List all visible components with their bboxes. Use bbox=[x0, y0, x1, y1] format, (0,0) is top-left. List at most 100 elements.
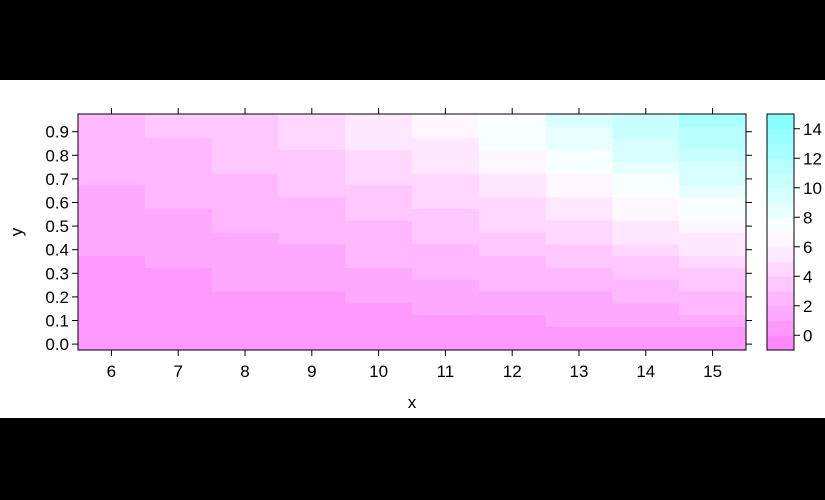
colorbar-swatch bbox=[767, 320, 794, 336]
colorbar-swatch bbox=[767, 187, 794, 204]
heatmap-cell bbox=[412, 279, 480, 292]
heatmap-cell bbox=[412, 208, 480, 221]
heatmap-cell bbox=[612, 302, 680, 316]
heatmap-cell bbox=[345, 184, 413, 198]
heatmap-cell bbox=[478, 149, 547, 162]
heatmap-cell bbox=[612, 326, 680, 339]
y-axis: 0.0 0.1 0.2 0.3 0.4 0.5 0.6 0.7 0.8 0.9 bbox=[45, 123, 752, 354]
heatmap-cell bbox=[78, 255, 146, 268]
heatmap-cell bbox=[679, 255, 747, 268]
heatmap-cell bbox=[478, 196, 547, 209]
heatmap-cell bbox=[78, 243, 146, 257]
heatmap-cell bbox=[545, 279, 613, 292]
heatmap-cell bbox=[78, 149, 146, 162]
heatmap-cell bbox=[144, 255, 213, 268]
x-axis-label: x bbox=[408, 393, 417, 412]
heatmap-cell bbox=[345, 267, 413, 280]
heatmap-cell bbox=[278, 220, 346, 233]
heatmap-cell bbox=[545, 255, 613, 268]
heatmap-cell bbox=[144, 125, 213, 139]
heatmap-cell bbox=[478, 267, 547, 280]
heatmap-cell bbox=[412, 196, 480, 209]
heatmap-cell bbox=[478, 114, 547, 127]
heatmap-cell bbox=[612, 161, 680, 174]
heatmap-cell bbox=[545, 149, 613, 162]
heatmap-cell bbox=[412, 338, 480, 351]
x-tick-label: 6 bbox=[107, 362, 116, 381]
heatmap-cell bbox=[78, 279, 146, 292]
colorbar-swatch bbox=[767, 335, 794, 351]
heatmap-cell bbox=[545, 125, 613, 139]
heatmap-cell bbox=[78, 220, 146, 233]
heatmap-cell bbox=[679, 279, 747, 292]
heatmap-cell bbox=[78, 338, 146, 351]
heatmap-cell bbox=[278, 291, 346, 304]
heatmap-cell bbox=[612, 267, 680, 280]
heatmap-cell bbox=[345, 291, 413, 304]
heatmap-cell bbox=[144, 326, 213, 339]
x-tick-label: 9 bbox=[307, 362, 316, 381]
heatmap-cell bbox=[478, 338, 547, 351]
heatmap-cell bbox=[545, 173, 613, 186]
heatmap-cell bbox=[278, 196, 346, 209]
heatmap-cell bbox=[679, 338, 747, 351]
heatmap-cell bbox=[211, 302, 279, 316]
heatmap-cell bbox=[211, 196, 279, 209]
heatmap-cell bbox=[345, 255, 413, 268]
heatmap-cell bbox=[345, 196, 413, 209]
heatmap-cell bbox=[478, 184, 547, 198]
heatmap-cell bbox=[211, 149, 279, 162]
heatmap-cell bbox=[345, 279, 413, 292]
heatmap-cell bbox=[545, 208, 613, 221]
heatmap-cell bbox=[278, 314, 346, 327]
heatmap-cell bbox=[679, 302, 747, 316]
heatmap-cell bbox=[144, 232, 213, 245]
heatmap-cell bbox=[211, 279, 279, 292]
heatmap-cell bbox=[78, 208, 146, 221]
heatmap-cell bbox=[545, 243, 613, 257]
heatmap-cell bbox=[144, 338, 213, 351]
heatmap-cell bbox=[545, 114, 613, 127]
x-tick-label: 15 bbox=[703, 362, 722, 381]
heatmap-cell bbox=[478, 208, 547, 221]
colorbar-swatch bbox=[767, 261, 794, 277]
heatmap-cell bbox=[78, 302, 146, 316]
heatmap-cell bbox=[78, 173, 146, 186]
colorbar-border bbox=[766, 113, 795, 351]
heatmap-cell bbox=[345, 114, 413, 127]
heatmap-cell bbox=[345, 232, 413, 245]
colorbar bbox=[767, 114, 794, 351]
heatmap-cell bbox=[679, 149, 747, 162]
heatmap-cell bbox=[612, 184, 680, 198]
heatmap-cell bbox=[679, 326, 747, 339]
heatmap-cell bbox=[478, 243, 547, 257]
colorbar-swatch bbox=[767, 158, 794, 174]
heatmap-cell bbox=[545, 302, 613, 316]
heatmap-cell bbox=[612, 338, 680, 351]
heatmap-cell bbox=[345, 137, 413, 150]
heatmap-cell bbox=[78, 314, 146, 327]
heatmap-cell bbox=[278, 302, 346, 316]
heatmap-cell bbox=[412, 302, 480, 316]
heatmap-cell bbox=[679, 232, 747, 245]
colorbar-tick-label: 6 bbox=[803, 238, 812, 257]
heatmap-cell bbox=[612, 314, 680, 327]
heatmap-cell bbox=[612, 208, 680, 221]
heatmap-cell bbox=[211, 161, 279, 174]
heatmap-cell bbox=[612, 137, 680, 150]
heatmap-cell bbox=[345, 243, 413, 257]
heatmap-cell bbox=[679, 208, 747, 221]
heatmap-cell bbox=[545, 232, 613, 245]
heatmap-cell bbox=[144, 243, 213, 257]
y-tick-label: 0.0 bbox=[45, 335, 69, 354]
heatmap-cell bbox=[612, 114, 680, 127]
heatmap-cell bbox=[144, 291, 213, 304]
heatmap-cell bbox=[679, 220, 747, 233]
heatmap-cell bbox=[545, 291, 613, 304]
heatmap-cell bbox=[478, 314, 547, 327]
heatmap-cell bbox=[278, 338, 346, 351]
heatmap-cell bbox=[211, 114, 279, 127]
heatmap-cell bbox=[78, 161, 146, 174]
heatmap-cell bbox=[412, 255, 480, 268]
heatmap-cell bbox=[679, 196, 747, 209]
